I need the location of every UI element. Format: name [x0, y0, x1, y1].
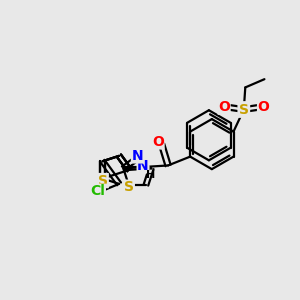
Text: S: S	[124, 180, 134, 194]
Text: H: H	[146, 170, 156, 180]
Text: O: O	[152, 135, 164, 149]
Text: O: O	[218, 100, 230, 114]
Text: S: S	[98, 174, 108, 188]
Text: N: N	[137, 159, 149, 173]
Text: O: O	[258, 100, 269, 114]
Text: Cl: Cl	[90, 184, 105, 198]
Text: S: S	[239, 103, 249, 116]
Text: N: N	[131, 149, 143, 163]
